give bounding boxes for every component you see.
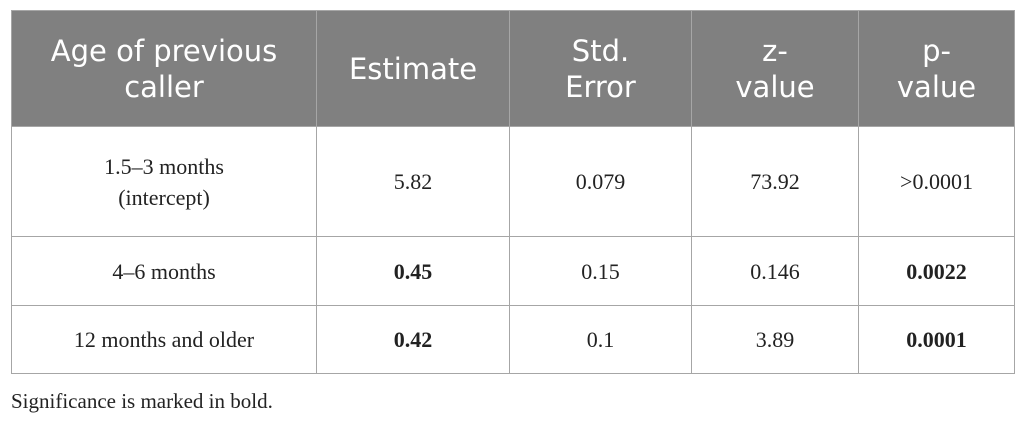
cell: 12 months and older <box>11 305 317 374</box>
header-text: Estimate <box>348 51 478 86</box>
header-text: Std. Error <box>565 33 636 104</box>
header-cell: z-value <box>691 10 859 127</box>
header-cell: p-value <box>858 10 1015 127</box>
cell: 0.0022 <box>858 236 1015 306</box>
cell: 0.079 <box>509 126 692 237</box>
cell-text: 1.5–3 months (intercept) <box>104 153 224 210</box>
header-cell: Estimate <box>316 10 510 127</box>
header-row: Age of previous caller Estimate Std. Err… <box>11 10 1015 127</box>
header-text: z-value <box>735 33 815 104</box>
footnote: Significance is marked in bold. <box>11 389 273 413</box>
cell: 0.146 <box>691 236 859 306</box>
cell: 0.45 <box>316 236 510 306</box>
cell: 3.89 <box>691 305 859 374</box>
row: 4–6 months 0.45 0.15 0.146 0.0022 <box>11 236 1015 306</box>
header-cell: Std. Error <box>509 10 692 127</box>
header-text: p-value <box>896 33 977 104</box>
cell: 5.82 <box>316 126 510 237</box>
cell: >0.0001 <box>858 126 1015 237</box>
cell: 0.0001 <box>858 305 1015 374</box>
cell: 0.15 <box>509 236 692 306</box>
cell: 0.1 <box>509 305 692 374</box>
table: Age of previous caller Estimate Std. Err… <box>11 10 1015 374</box>
cell: 1.5–3 months (intercept) <box>11 126 317 237</box>
row: 12 months and older 0.42 0.1 3.89 0.0001 <box>11 305 1015 374</box>
header-cell: Age of previous caller <box>11 10 317 127</box>
cell: 0.42 <box>316 305 510 374</box>
cell: 73.92 <box>691 126 859 237</box>
cell: 4–6 months <box>11 236 317 306</box>
header-text: Age of previous caller <box>50 33 278 104</box>
row: 1.5–3 months (intercept) 5.82 0.079 73.9… <box>11 126 1015 237</box>
